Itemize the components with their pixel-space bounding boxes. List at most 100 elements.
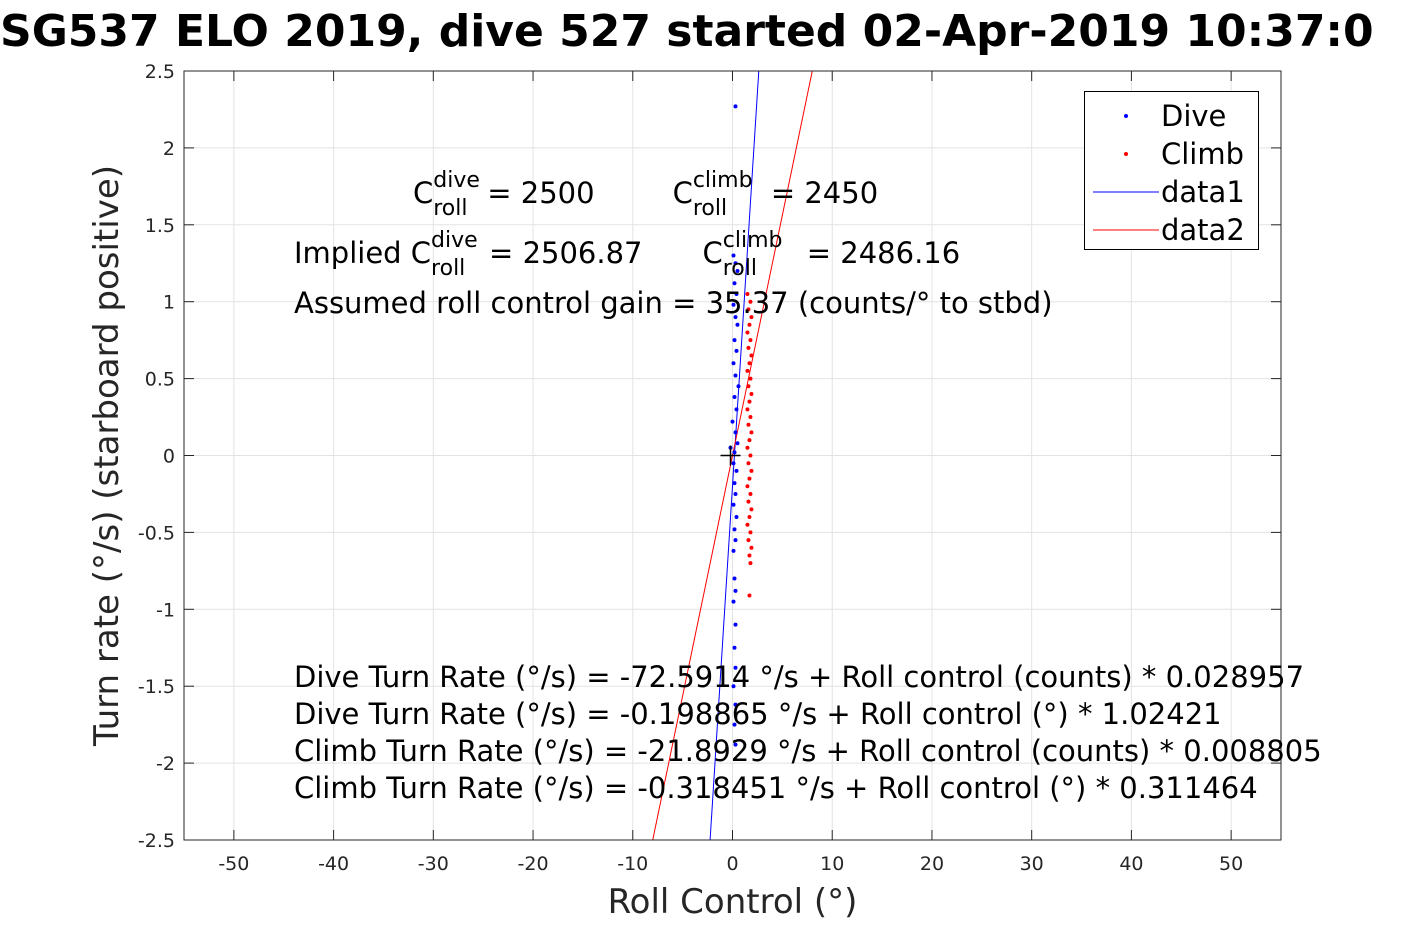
point-dive (732, 576, 737, 581)
x-tick-label: -40 (318, 853, 349, 875)
point-dive (731, 599, 736, 604)
point-climb (746, 538, 751, 543)
y-tick-label: -2 (156, 753, 175, 775)
point-climb (748, 530, 753, 535)
point-dive (735, 322, 740, 327)
point-climb (749, 468, 754, 473)
point-climb (746, 307, 751, 312)
point-dive (736, 384, 741, 389)
point-climb (748, 338, 753, 343)
point-dive (731, 361, 736, 366)
point-climb (745, 407, 750, 412)
point-dive (731, 302, 736, 307)
y-tick-label: -1 (156, 599, 175, 621)
point-climb (746, 461, 751, 466)
point-dive (733, 742, 738, 747)
point-climb (745, 484, 750, 489)
point-dive (733, 588, 738, 593)
point-dive (735, 441, 740, 446)
point-climb (749, 507, 754, 512)
point-climb (747, 515, 752, 520)
x-tick-label: 40 (1119, 853, 1143, 875)
roll-subscript: roll (433, 196, 468, 221)
point-climb (747, 361, 752, 366)
point-dive (732, 395, 737, 400)
point-dive (733, 430, 738, 435)
point-dive (732, 645, 737, 650)
legend-data1-line (1093, 191, 1159, 193)
fit-line-annotation: Dive Turn Rate (°/s) = -72.5914 °/s + Ro… (294, 660, 1305, 694)
point-climb (748, 415, 753, 420)
dive-superscript: dive (433, 168, 480, 193)
x-tick-label: -20 (518, 853, 549, 875)
x-tick-label: -50 (218, 853, 249, 875)
legend-dive-marker (1124, 114, 1128, 118)
point-dive (732, 281, 737, 286)
legend-climb-marker (1124, 152, 1128, 156)
legend-item-data1: data1 (1085, 173, 1260, 211)
y-tick-label: -0.5 (138, 522, 175, 544)
legend-label: data1 (1161, 175, 1245, 209)
point-climb (747, 438, 752, 443)
x-tick-label: 20 (920, 853, 944, 875)
point-dive (732, 338, 737, 343)
roll-subscript: roll (692, 196, 728, 221)
point-dive (734, 407, 739, 412)
point-dive (733, 665, 738, 670)
point-dive (730, 419, 735, 424)
y-axis-ticks: -2.5 -2 -1.5 -1 -0.5 0 0.5 1 1.5 2 2.5 (138, 61, 1281, 852)
legend-label: Dive (1161, 99, 1227, 133)
legend-item-data2: data2 (1085, 211, 1260, 249)
point-climb (748, 453, 753, 458)
c-dive-value: = 2500 (487, 176, 595, 210)
point-dive (731, 684, 736, 689)
roll-subscript: roll (431, 256, 466, 281)
point-climb (748, 299, 753, 304)
y-tick-label: 0.5 (145, 369, 175, 391)
y-axis-label: Turn rate (°/s) (starboard positive) (87, 165, 127, 747)
point-climb (745, 522, 750, 527)
point-climb (749, 391, 754, 396)
legend-label: Climb (1161, 137, 1245, 171)
point-climb (746, 384, 751, 389)
point-climb (749, 545, 754, 550)
point-climb (748, 561, 753, 566)
plot-frame (183, 70, 1282, 841)
y-tick-label: -1.5 (138, 676, 175, 698)
implied-climb-value: = 2486.16 (806, 236, 961, 270)
point-climb (745, 445, 750, 450)
point-dive (734, 348, 739, 353)
point-dive (734, 292, 739, 297)
point-climb (747, 322, 752, 327)
legend-label: data2 (1161, 213, 1245, 247)
fit-line-annotation: Climb Turn Rate (°/s) = -21.8929 °/s + R… (294, 734, 1322, 768)
point-dive (733, 702, 738, 707)
chart-legend: Dive Climb data1 data2 (1084, 91, 1259, 250)
point-climb (745, 368, 750, 373)
point-climb (747, 553, 752, 558)
point-dive (733, 104, 738, 109)
point-climb (748, 491, 753, 496)
point-climb (746, 422, 751, 427)
point-dive (731, 548, 736, 553)
chart-marks (652, 71, 813, 840)
x-tick-label: 10 (820, 853, 844, 875)
chart-title: SG537 ELO 2019, dive 527 started 02-Apr-… (0, 6, 1374, 57)
roll-gain-annotation: Assumed roll control gain = 35.37 (count… (294, 286, 1053, 320)
roll-subscript: roll (722, 256, 757, 281)
point-climb (745, 330, 750, 335)
y-tick-label: -2.5 (138, 830, 175, 852)
climb-superscript: climb (692, 168, 753, 193)
c-climb-value: = 2450 (770, 176, 879, 210)
point-dive (732, 722, 737, 727)
x-axis-ticks: -50 -40 -30 -20 -10 0 10 20 30 40 50 (218, 71, 1243, 875)
x-tick-label: 0 (726, 853, 738, 875)
point-dive (731, 502, 736, 507)
point-dive (732, 527, 737, 532)
point-dive (735, 268, 740, 273)
y-tick-label: 0 (163, 446, 175, 468)
